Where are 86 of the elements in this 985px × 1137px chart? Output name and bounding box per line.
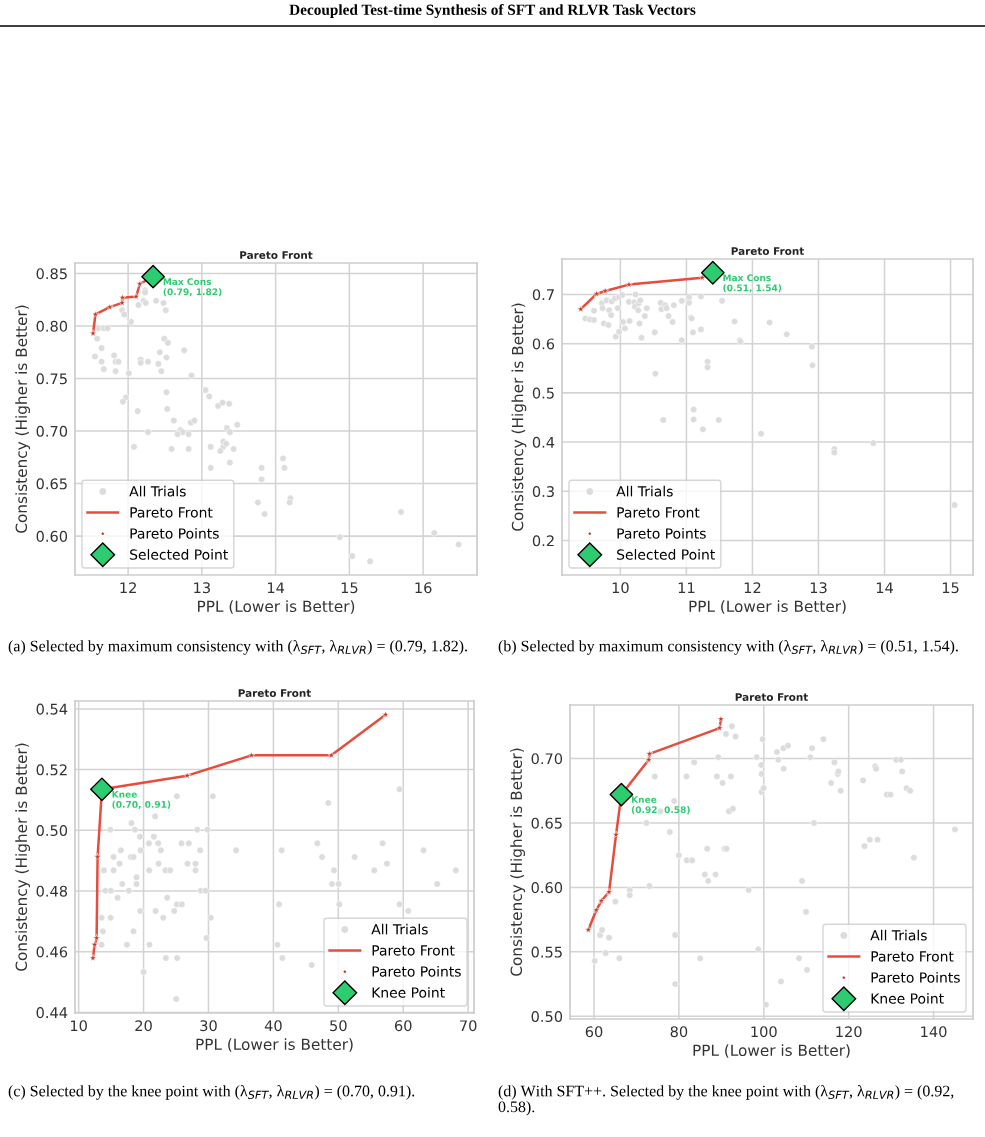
text: (b) Selected by maximum consistency with (λ$_{SFT}$, λ$_{RLVR}$) = (0.51, 1.54).: [498, 640, 958, 655]
x-tick-label: 16: [415, 582, 432, 594]
x-tick-label: 140: [921, 1026, 947, 1038]
legend-label: Pareto Points: [372, 965, 461, 977]
legend-label: Pareto Points: [130, 527, 219, 539]
x-tick-label: 60: [585, 1026, 603, 1038]
y-tick-label: 0.4: [532, 436, 555, 448]
chart-title: Pareto Front: [731, 247, 805, 255]
y-tick-label: 0.52: [36, 764, 67, 776]
text: (d) With SFT++. Selected by the knee point with (λ$_{SFT}$, λ$_{RLVR}$) = (0.92, 0.58).: [498, 1085, 954, 1116]
legend-label: Pareto Front: [130, 507, 213, 518]
x-tick-label: 10: [70, 1020, 87, 1032]
annotation: Knee (0.92, 0.58): [631, 796, 690, 815]
x-tick-label: 12: [744, 582, 761, 594]
x-tick-label: 80: [670, 1026, 688, 1038]
y-tick-label: 0.44: [36, 1007, 68, 1019]
legend-label: All Trials: [616, 485, 673, 497]
x-axis-title: PPL (Lower is Better): [693, 1044, 850, 1058]
y-tick-label: 0.54: [36, 703, 68, 715]
x-tick-label: 40: [264, 1020, 282, 1032]
x-tick-label: 13: [194, 582, 210, 594]
text: (a) Selected by maximum consistency with (λ$_{SFT}$, λ$_{RLVR}$) = (0.79, 1.82).: [8, 640, 467, 655]
x-axis-title: PPL (Lower is Better): [198, 600, 355, 614]
x-axis-title: PPL (Lower is Better): [196, 1038, 353, 1052]
y-tick-label: 0.60: [36, 530, 68, 542]
y-tick-label: 0.50: [36, 825, 68, 837]
chart-title: Pareto Front: [240, 251, 313, 259]
chart-title: Pareto Front: [238, 689, 312, 697]
y-tick-label: 0.75: [36, 373, 67, 385]
y-axis-title: Consistency (Higher is Better): [15, 305, 31, 533]
x-tick-label: 120: [836, 1026, 862, 1038]
x-tick-label: 14: [267, 582, 285, 594]
point: [609, 782, 634, 807]
legend-label: Pareto Front: [871, 951, 954, 962]
x-tick-label: 12: [120, 582, 136, 594]
annotation: Knee (0.70, 0.91): [112, 790, 171, 809]
x-tick-label: 11: [678, 582, 695, 594]
y-axis-title: Consistency (Higher is Better): [15, 743, 31, 971]
y-axis-title: Consistency (Higher is Better): [511, 303, 527, 531]
y-tick-label: 0.2: [532, 535, 554, 547]
y-tick-label: 0.65: [36, 478, 67, 490]
x-tick-label: 15: [341, 582, 358, 594]
y-tick-label: 0.70: [36, 425, 68, 437]
legend-label: All Trials: [129, 485, 186, 497]
y-tick-label: 0.55: [531, 946, 562, 958]
y-tick-label: 0.6: [532, 338, 555, 350]
y-tick-label: 0.48: [36, 885, 68, 897]
x-tick-label: 14: [876, 582, 893, 594]
annotation: Max Cons (0.79, 1.82): [163, 278, 222, 297]
y-tick-label: 0.46: [36, 946, 68, 958]
x-tick-label: 10: [612, 582, 629, 594]
x-axis-title: PPL (Lower is Better): [689, 600, 846, 614]
y-tick-label: 0.7: [532, 289, 554, 301]
legend-label: Knee Point: [871, 993, 944, 1004]
text: Decoupled Test-time Synthesis of SFT and RLVR Task Vectors: [289, 3, 696, 19]
y-tick-label: 0.3: [532, 486, 554, 498]
y-tick-label: 0.70: [531, 753, 563, 765]
x-tick-label: 50: [330, 1020, 347, 1032]
point: [90, 777, 114, 802]
x-tick-label: 60: [394, 1020, 412, 1032]
x-tick-label: 30: [200, 1020, 217, 1032]
point: [700, 260, 725, 285]
y-tick-label: 0.60: [531, 882, 563, 894]
text: (c) Selected by the knee point with (λ$_{SFT}$, λ$_{RLVR}$) = (0.70, 0.91).: [8, 1085, 415, 1100]
legend-label: Pareto Points: [617, 527, 706, 539]
legend-label: All Trials: [371, 923, 428, 935]
y-tick-label: 0.50: [531, 1011, 563, 1023]
x-tick-label: 20: [135, 1020, 152, 1032]
legend-label: Pareto Points: [871, 971, 960, 983]
chart-title: Pareto Front: [735, 693, 809, 701]
x-tick-label: 100: [751, 1026, 777, 1038]
y-axis-title: Consistency (Higher is Better): [510, 748, 526, 976]
y-tick-label: 0.5: [532, 387, 554, 399]
x-tick-label: 15: [942, 582, 959, 594]
y-tick-label: 0.65: [531, 817, 562, 829]
legend-label: Knee Point: [372, 987, 445, 998]
legend-label: Pareto Front: [372, 945, 455, 956]
annotation: Max Cons (0.51, 1.54): [723, 274, 782, 293]
legend-label: Selected Point: [617, 549, 715, 560]
x-tick-label: 13: [810, 582, 827, 594]
y-tick-label: 0.80: [36, 320, 68, 332]
legend-label: Pareto Front: [617, 507, 700, 518]
legend-label: All Trials: [870, 929, 927, 941]
x-tick-label: 70: [460, 1020, 477, 1032]
y-tick-label: 0.85: [36, 268, 67, 280]
legend-label: Selected Point: [130, 549, 228, 560]
